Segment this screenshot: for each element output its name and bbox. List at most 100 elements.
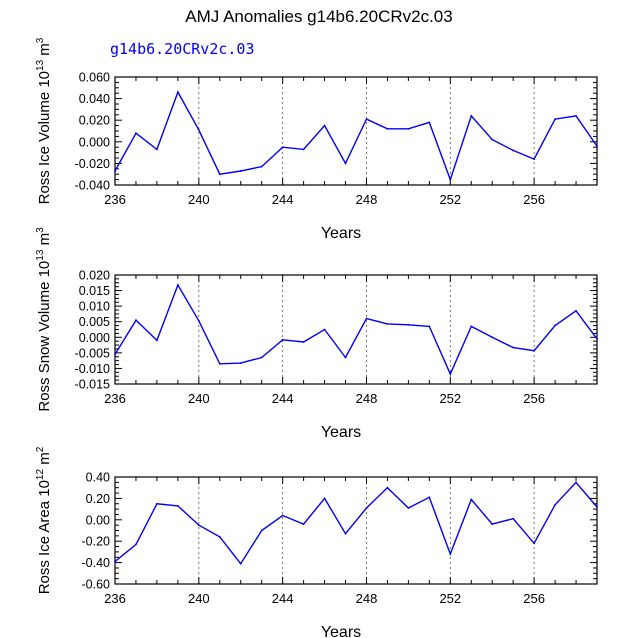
data-point [512,517,515,520]
data-point [596,337,598,340]
data-point [428,496,431,499]
y-tick-label: 0.40 [86,471,110,485]
x-tick-label: 244 [272,192,294,207]
y-tick-label: 0.000 [79,331,110,345]
x-tick-label: 240 [188,591,210,606]
data-point [491,336,494,339]
data-point [239,362,242,365]
y-tick-label: -0.40 [82,556,111,570]
x-tick-label: 252 [439,391,461,406]
y-axis-title: Ross Ice Volume 1013 m3 [35,37,53,204]
data-point [533,158,536,160]
data-point [197,129,200,131]
y-tick-label: -0.015 [75,378,110,392]
y-tick-label: 0.010 [79,300,110,314]
data-point [344,356,347,359]
y-tick-label: -0.20 [82,535,111,549]
y-axis-title: Ross Ice Area 1012 m2 [35,446,53,594]
data-point [260,356,263,359]
y-tick-label: 0.020 [79,114,110,128]
y-tick-label: -0.005 [75,346,110,360]
data-point [156,339,158,342]
data-point [281,338,284,341]
plot-frame [114,76,598,186]
data-point [176,91,179,94]
data-point [302,148,305,151]
y-tick-label: 0.015 [79,284,110,298]
series-line [114,90,598,182]
data-point [365,507,368,509]
x-tick-label: 240 [188,192,210,207]
data-point [344,532,347,535]
data-point [491,138,494,141]
data-point [386,127,389,130]
x-axis-title: Years [321,624,361,638]
data-point [554,503,556,506]
data-point [239,170,242,172]
chart-panel-2: 236 240 244 248 252 256-0.015-0.010-0.0050.00… [35,227,598,441]
data-point [449,178,452,181]
data-point [260,529,263,532]
data-point [407,323,410,326]
data-point [176,284,179,286]
plot-frame [114,274,598,385]
data-point [239,562,242,565]
x-axis-title: Years [321,424,361,441]
data-point [323,328,326,331]
y-tick-label: 0.00 [86,513,110,527]
x-tick-label: 256 [523,192,545,207]
y-tick-label: 0.005 [79,315,110,329]
y-tick-label: -0.010 [75,362,110,376]
y-tick-label: 0.20 [86,492,110,506]
data-point [449,553,452,555]
x-tick-label: 236 [104,591,126,606]
data-point [135,543,137,546]
data-point [302,341,305,343]
data-point [135,132,137,135]
x-axis-title: Years [321,225,361,242]
data-point [512,346,515,349]
data-point [554,324,556,327]
data-point [260,165,263,168]
data-point [114,353,116,356]
x-tick-label: 248 [356,591,378,606]
data-point [323,497,326,500]
y-axis-title: Ross Snow Volume 1013 m3 [35,227,53,412]
data-point [302,523,305,525]
data-point [386,486,389,489]
y-tick-label: -0.040 [75,179,110,193]
data-point [407,507,410,509]
data-point [407,127,410,130]
x-tick-label: 244 [272,391,294,406]
data-point [365,118,368,121]
data-point [114,170,116,172]
data-point [554,118,556,121]
x-tick-label: 236 [104,192,126,207]
data-point [156,502,158,505]
data-point [281,514,284,517]
data-point [365,317,368,320]
series-line [114,283,598,376]
data-point [470,498,473,501]
y-tick-label: -0.020 [75,157,110,171]
data-point [323,124,326,127]
data-point [428,121,431,124]
data-point [114,560,116,563]
x-tick-label: 240 [188,391,210,406]
y-tick-label: 0.020 [79,269,110,283]
page-title: AMJ Anomalies g14b6.20CRv2c.03 [185,7,453,26]
data-point [533,349,536,352]
data-point [533,542,536,545]
data-point [575,309,577,312]
chart-panel-1: 236 240 244 248 252 256 -0.040 -0.020 0.000 0.020… [35,37,598,242]
data-point [218,362,221,365]
y-tick-label: 0.000 [79,135,110,149]
data-point [218,536,221,538]
data-point [197,319,200,322]
data-point [218,173,221,176]
case-label: g14b6.20CRv2c.03 [110,40,255,58]
data-point [386,322,389,325]
data-point [281,146,284,149]
x-tick-label: 256 [523,591,545,606]
